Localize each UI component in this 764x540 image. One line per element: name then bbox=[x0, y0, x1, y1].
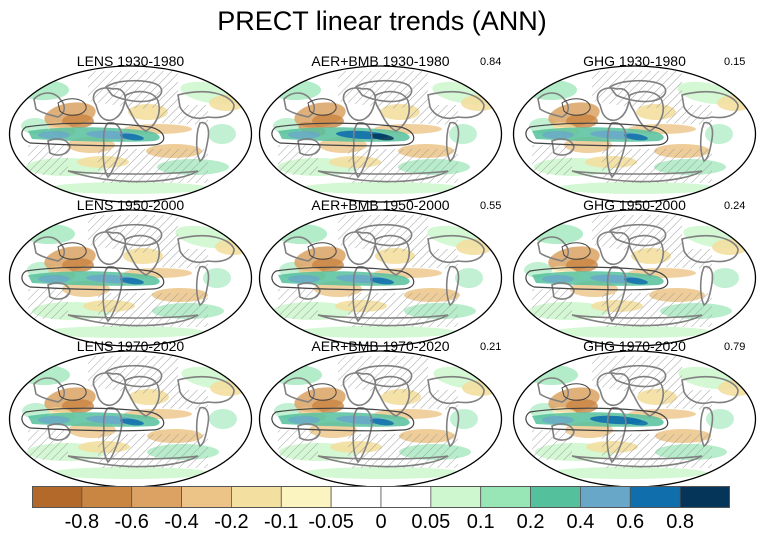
map-panel: AER+BMB 1930-1980 0.84 bbox=[258, 53, 503, 203]
panel-title: AER+BMB 1950-2000 bbox=[311, 197, 450, 213]
colorbar-segment bbox=[580, 486, 631, 508]
map-panel: LENS 1950-2000 bbox=[8, 197, 253, 347]
colorbar-tick-label: -0.05 bbox=[308, 511, 354, 533]
colorbar-tick-label: -0.8 bbox=[64, 511, 100, 533]
colorbar-segment bbox=[231, 486, 282, 508]
pattern-correlation-value: 0.15 bbox=[724, 56, 746, 68]
precipitation-trend-map bbox=[8, 209, 253, 347]
colorbar bbox=[32, 486, 730, 508]
colorbar-tick-label: 0.8 bbox=[666, 511, 695, 533]
panel-title: LENS 1950-2000 bbox=[76, 197, 185, 213]
figure-title: PRECT linear trends (ANN) bbox=[217, 6, 547, 36]
colorbar-tick-label: 0.05 bbox=[411, 511, 451, 533]
colorbar-segment bbox=[131, 486, 182, 508]
map-panel: AER+BMB 1970-2020 0.21 bbox=[258, 338, 503, 488]
colorbar-segment bbox=[32, 486, 83, 508]
pattern-correlation-value: 0.55 bbox=[480, 200, 502, 212]
colorbar-tick-label: -0.4 bbox=[164, 511, 199, 533]
colorbar-tick-label: 0.4 bbox=[566, 511, 595, 533]
map-panel: LENS 1930-1980 bbox=[8, 53, 253, 203]
colorbar-segment bbox=[430, 486, 482, 508]
colorbar-segment bbox=[679, 486, 730, 508]
map-panel: GHG 1950-2000 0.24 bbox=[512, 197, 757, 347]
colorbar-segment bbox=[81, 486, 133, 508]
colorbar-segment bbox=[181, 486, 232, 508]
colorbar-segment bbox=[280, 486, 332, 508]
panel-title: GHG 1930-1980 bbox=[583, 53, 686, 69]
panel-title: AER+BMB 1970-2020 bbox=[311, 338, 450, 354]
colorbar-tick-label: 0 bbox=[375, 511, 387, 533]
colorbar-segment bbox=[330, 486, 382, 508]
map-panel: LENS 1970-2020 bbox=[8, 338, 253, 488]
panel-title: GHG 1970-2020 bbox=[583, 338, 686, 354]
precipitation-trend-map bbox=[512, 65, 757, 203]
pattern-correlation-value: 0.79 bbox=[724, 341, 746, 353]
panel-title: LENS 1970-2020 bbox=[76, 338, 185, 354]
precipitation-trend-map bbox=[8, 65, 253, 203]
map-panel: AER+BMB 1950-2000 0.55 bbox=[258, 197, 503, 347]
precipitation-trend-map bbox=[8, 350, 253, 488]
pattern-correlation-value: 0.24 bbox=[724, 200, 746, 212]
colorbar-segment bbox=[530, 486, 581, 508]
panel-title: LENS 1930-1980 bbox=[76, 53, 185, 69]
colorbar-segment bbox=[380, 486, 432, 508]
precipitation-trend-map bbox=[512, 350, 757, 488]
precipitation-trend-map bbox=[258, 350, 503, 488]
colorbar-segment bbox=[629, 486, 681, 508]
colorbar-tick-label: 0.1 bbox=[466, 511, 495, 533]
pattern-correlation-value: 0.21 bbox=[480, 341, 502, 353]
precipitation-trend-map bbox=[258, 209, 503, 347]
colorbar-tick-label: -0.1 bbox=[264, 511, 299, 533]
map-panel: GHG 1970-2020 0.79 bbox=[512, 338, 757, 488]
colorbar-segment bbox=[480, 486, 531, 508]
precipitation-trend-map bbox=[512, 209, 757, 347]
panel-title: AER+BMB 1930-1980 bbox=[311, 53, 450, 69]
pattern-correlation-value: 0.84 bbox=[480, 56, 502, 68]
colorbar-tick-label: -0.2 bbox=[214, 511, 249, 533]
map-panel: GHG 1930-1980 0.15 bbox=[512, 53, 757, 203]
colorbar-tick-label: -0.6 bbox=[114, 511, 149, 533]
precipitation-trend-map bbox=[258, 65, 503, 203]
colorbar-tick-label: 0.6 bbox=[616, 511, 645, 533]
colorbar-tick-label: 0.2 bbox=[516, 511, 545, 533]
panel-title: GHG 1950-2000 bbox=[583, 197, 686, 213]
